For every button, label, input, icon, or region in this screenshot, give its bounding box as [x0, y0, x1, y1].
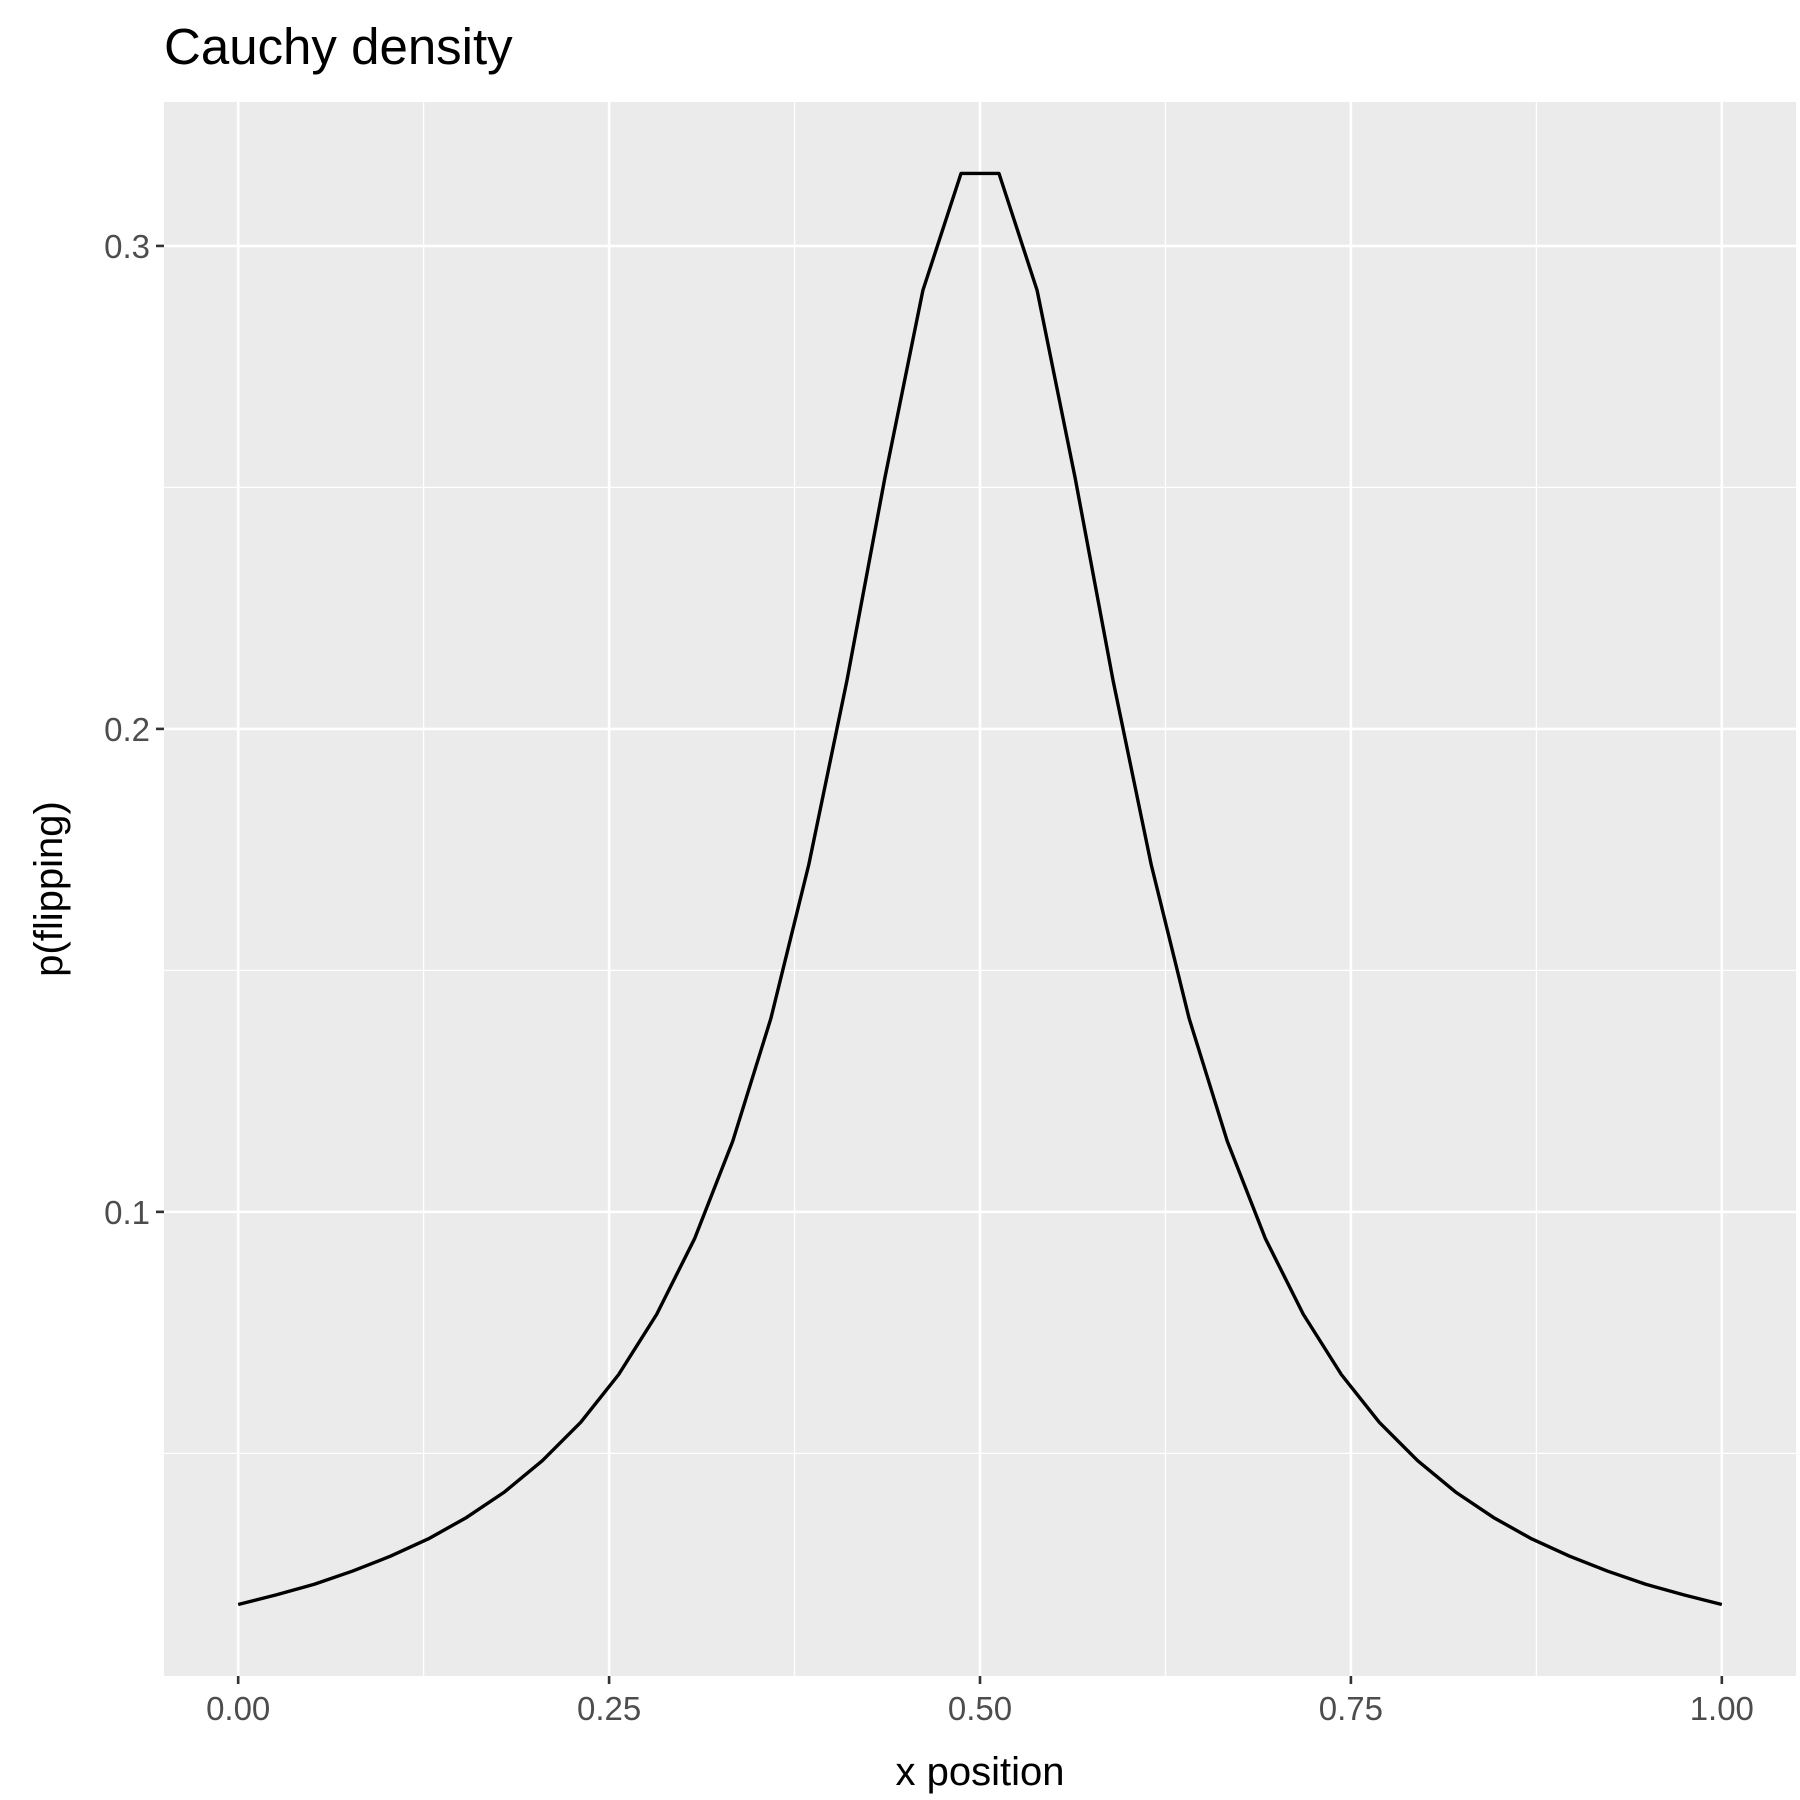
y-axis-title: p(flipping) — [27, 801, 71, 977]
y-tick-label: 0.3 — [104, 228, 150, 265]
x-tick-label: 1.00 — [1690, 1690, 1754, 1727]
x-tick-label: 0.00 — [206, 1690, 270, 1727]
y-tick-label: 0.1 — [104, 1194, 150, 1231]
y-tick-label: 0.2 — [104, 711, 150, 748]
x-tick-label: 0.50 — [948, 1690, 1012, 1727]
x-tick-label: 0.75 — [1319, 1690, 1383, 1727]
x-axis-title: x position — [896, 1750, 1065, 1794]
chart-title: Cauchy density — [164, 18, 513, 75]
line — [237, 171, 1723, 1607]
x-tick-label: 0.25 — [577, 1690, 641, 1727]
